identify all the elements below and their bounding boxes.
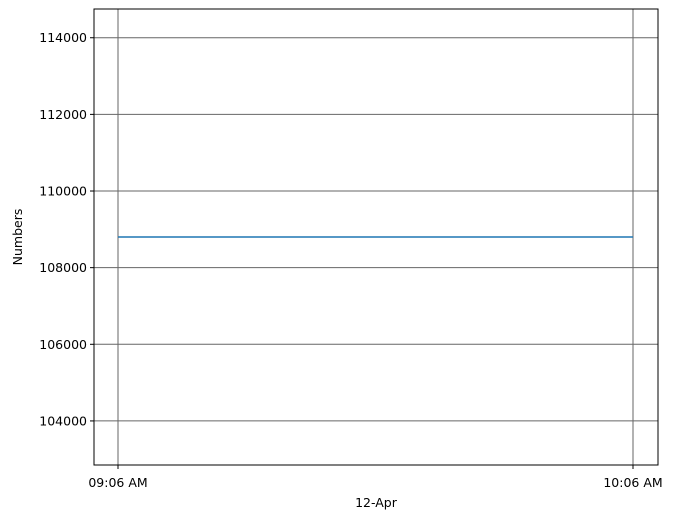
y-tick-label: 114000 [39, 30, 87, 45]
y-tick-label: 112000 [39, 107, 87, 122]
y-axis-ticks: 104000 106000 108000 110000 112000 114000 [39, 30, 94, 428]
y-tick-label: 108000 [39, 260, 87, 275]
grid-lines [94, 9, 658, 465]
x-tick-label: 10:06 AM [603, 475, 662, 490]
x-axis-label: 12-Apr [355, 495, 398, 510]
y-tick-label: 106000 [39, 337, 87, 352]
y-tick-label: 104000 [39, 413, 87, 428]
y-axis-label: Numbers [10, 209, 25, 266]
x-axis-ticks: 09:06 AM 10:06 AM [88, 465, 663, 490]
y-tick-label: 110000 [39, 184, 87, 199]
x-tick-label: 09:06 AM [88, 475, 147, 490]
plot-frame [93, 8, 659, 466]
